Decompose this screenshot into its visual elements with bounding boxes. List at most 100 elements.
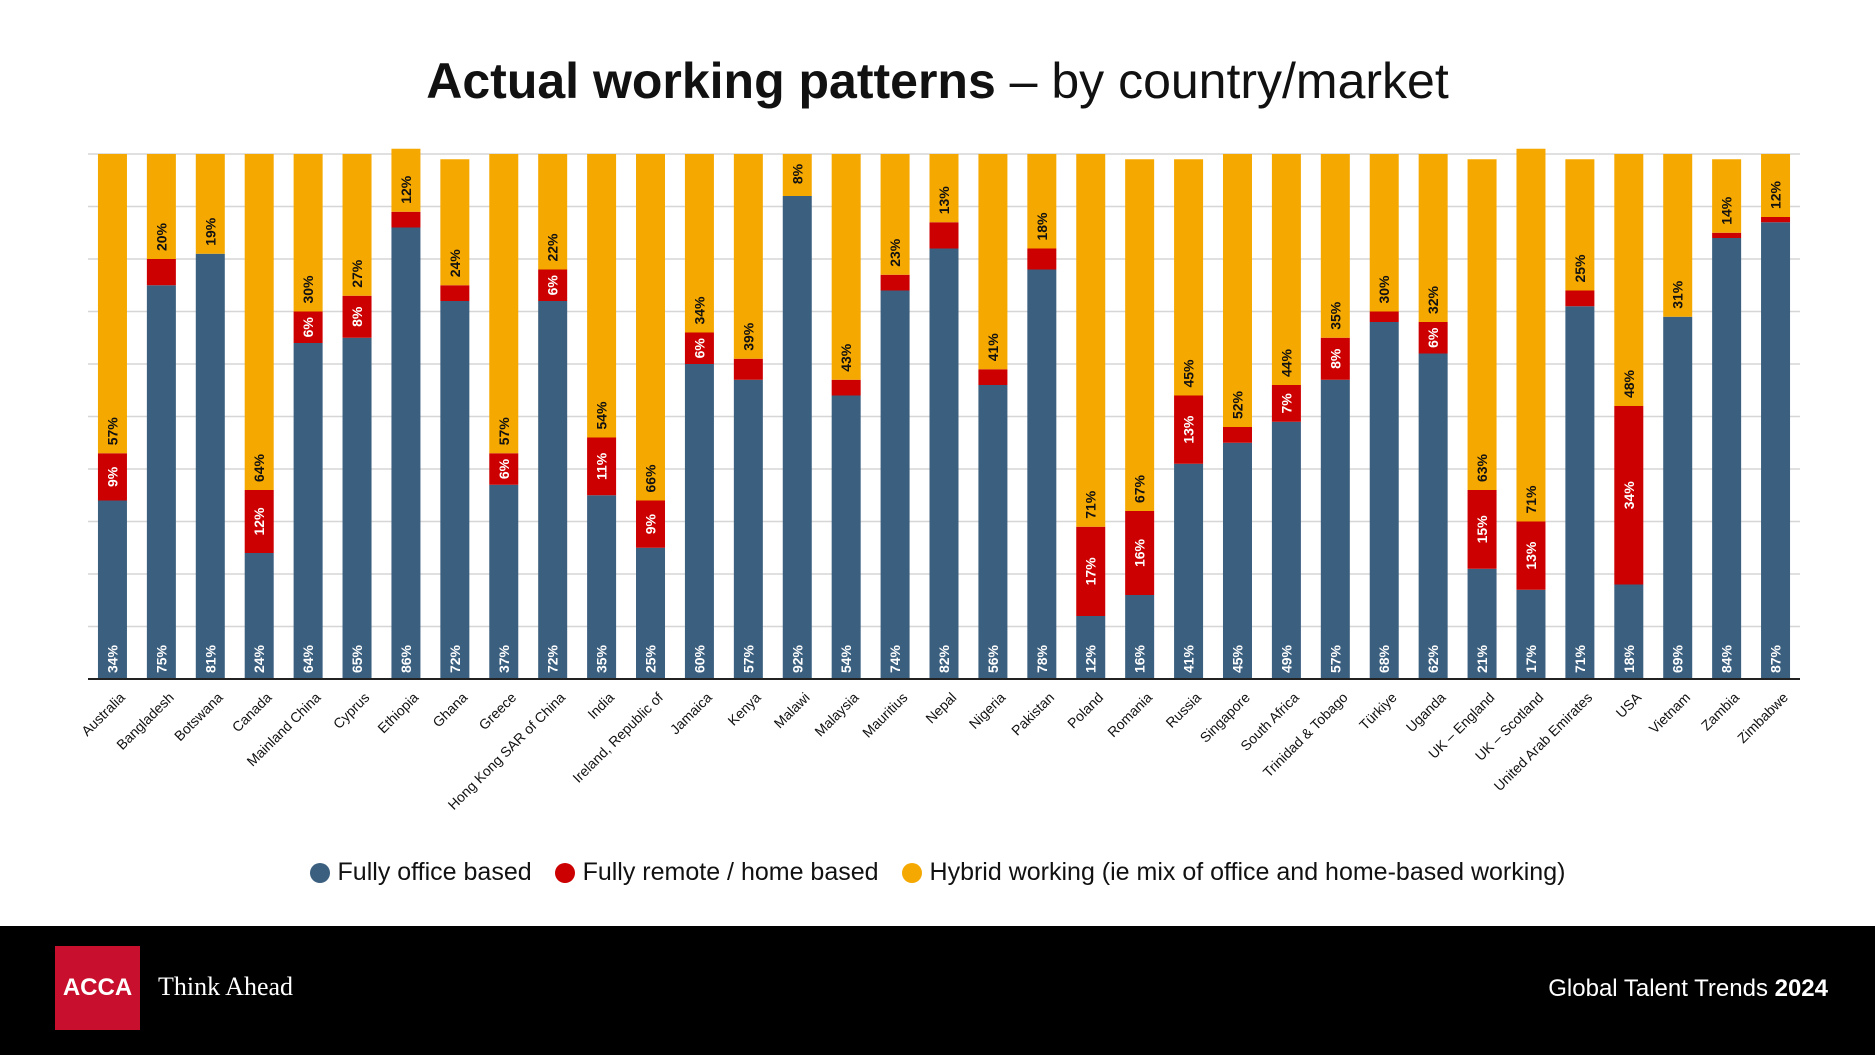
data-label-remote: 7% [1278,393,1294,414]
data-label-remote: 9% [643,513,659,534]
bar-remote [1712,232,1742,238]
bar-hybrid [978,154,1008,370]
data-label-remote: 13% [1181,415,1197,444]
bar-office [1125,595,1155,679]
bar-remote [1516,521,1546,590]
data-label-remote: 6% [300,317,316,338]
data-label-remote: 8% [349,306,365,327]
bar-remote [1125,511,1155,595]
data-label-office: 45% [1229,644,1245,673]
legend-item-remote: Fully remote / home based [554,858,879,887]
data-label-hybrid: 63% [1474,453,1490,482]
bar-remote [1565,290,1595,307]
data-label-remote: 13% [1523,541,1539,570]
data-label-office: 18% [1621,644,1637,673]
category-label: Uganda [1403,689,1449,735]
bar-remote [1320,337,1350,380]
data-label-remote: 15% [1474,515,1490,544]
category-label: Zambia [1698,689,1742,733]
data-label-office: 21% [1474,644,1490,673]
data-label-office: 92% [789,644,805,673]
data-label-hybrid: 45% [1181,359,1197,388]
bar-hybrid [1516,148,1546,522]
data-label-office: 60% [691,644,707,673]
data-label-hybrid: 13% [936,186,952,215]
legend-swatch-office [309,863,330,883]
category-label: Jamaica [667,689,715,737]
bar-office [733,379,763,679]
category-label: India [584,689,617,722]
data-label-hybrid: 71% [1083,490,1099,519]
bar-office [880,290,910,679]
bar-office [1467,568,1497,679]
data-label-hybrid: 18% [1034,212,1050,241]
bar-hybrid [1174,159,1204,396]
data-label-hybrid: 57% [496,417,512,446]
category-label: Romania [1104,689,1155,740]
bar-remote [146,259,176,286]
data-label-office: 71% [1572,644,1588,673]
bar-remote [391,211,421,228]
bar-hybrid [831,154,861,380]
bar-office [489,484,519,679]
bar-hybrid [733,154,763,359]
data-label-hybrid: 14% [1719,196,1735,225]
bar-hybrid [489,154,519,454]
data-label-hybrid: 20% [153,222,169,251]
chart-title-bold: Actual working patterns [426,53,996,109]
category-label: Ghana [429,689,470,730]
tagline: Think Ahead [158,972,294,1001]
bar-remote [1761,217,1791,223]
category-label: Nigeria [966,689,1009,732]
data-label-hybrid: 41% [985,333,1001,362]
bar-remote [587,437,617,496]
data-label-hybrid: 34% [691,296,707,325]
data-label-hybrid: 12% [398,175,414,204]
bar-hybrid [1565,159,1595,291]
bar-office [1712,238,1742,679]
bar-remote [1076,526,1106,616]
bar-hybrid [636,154,666,501]
chart-title: Actual working patterns – by country/mar… [0,52,1875,110]
bar-office [391,227,421,679]
bar-office [1320,379,1350,679]
category-label: Kenya [724,689,764,729]
data-label-remote: 9% [104,466,120,487]
data-label-hybrid: 22% [545,233,561,262]
bar-hybrid [929,154,959,223]
data-label-hybrid: 27% [349,259,365,288]
footer-bar: ACCA Think Ahead Global Talent Trends 20… [0,926,1875,1055]
bar-hybrid [195,154,225,254]
bar-remote [244,490,274,553]
data-label-hybrid: 39% [740,322,756,351]
bar-hybrid [1614,154,1644,406]
data-label-hybrid: 66% [643,464,659,493]
bar-office [636,547,666,679]
bar-hybrid [1712,159,1742,233]
data-label-hybrid: 23% [887,238,903,267]
data-label-hybrid: 48% [1621,369,1637,398]
bar-office [1076,616,1106,679]
data-label-office: 24% [251,644,267,673]
data-label-office: 82% [936,644,952,673]
data-label-office: 41% [1181,644,1197,673]
bar-hybrid [684,154,714,333]
category-label: Ireland, Republic of [569,689,666,786]
bar-hybrid [538,154,568,270]
bar-hybrid [97,154,127,454]
bar-office [1761,222,1791,679]
bar-hybrid [146,154,176,259]
bar-remote [684,332,714,364]
bar-hybrid [1467,159,1497,490]
category-label: Australia [78,689,128,739]
bar-remote [1222,427,1252,443]
data-label-office: 56% [985,644,1001,673]
data-label-office: 72% [545,644,561,673]
data-label-hybrid: 67% [1132,474,1148,503]
chart-legend: Fully office based Fully remote / home b… [0,858,1875,887]
data-label-office: 57% [1327,644,1343,673]
bar-remote [1027,248,1057,270]
bar-office [1663,316,1693,679]
report-year: 2024 [1774,975,1828,1002]
legend-swatch-remote [554,863,575,883]
